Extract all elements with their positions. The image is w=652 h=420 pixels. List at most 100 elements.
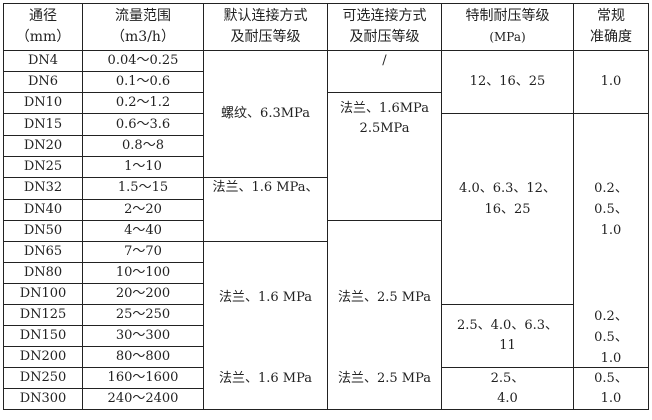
diameter-text: DN250: [19, 370, 67, 386]
table-row: DN10 0.2～1.2 法兰、1.6MPa 2.5MPa: [3, 92, 649, 221]
cell-text: 16、25: [484, 201, 531, 217]
flow-text: 10～100: [115, 264, 171, 280]
cell-text: 法兰、2.5 MPa: [337, 289, 432, 305]
diameter-text: DN125: [19, 306, 67, 322]
diameter-cell: DN32: [3, 176, 83, 200]
diameter-text: DN150: [19, 328, 67, 344]
header-text: 流量范围: [115, 8, 171, 24]
table-row: DN40 2～20: [3, 198, 649, 221]
flow-text: 25～250: [115, 306, 171, 322]
header-text: 及耐压等级: [349, 29, 420, 45]
cell-text: 1.0: [600, 222, 622, 238]
table-row: DN150 30～300: [3, 325, 649, 348]
flow-cell: 7～70: [82, 240, 204, 263]
flow-cell: 2～20: [82, 198, 204, 221]
flow-text: 4～40: [124, 222, 162, 238]
cell-text: 法兰、1.6 MPa: [218, 370, 313, 386]
diameter-cell: DN4: [3, 49, 83, 73]
cell-text: 0.5、: [594, 329, 628, 345]
diameter-cell: DN100: [3, 282, 83, 305]
default-conn-cell: 法兰、1.6 MPa 法兰、1.6 MPa: [203, 240, 328, 411]
header-text: （mm）: [15, 29, 71, 45]
diameter-text: DN20: [23, 137, 63, 153]
header-text: 特制耐压等级: [465, 8, 550, 24]
header-text: 通径: [29, 8, 57, 24]
table-row: DN125 25～250 2.5、4.0、6.3、 11: [3, 303, 649, 369]
diameter-cell: DN20: [3, 134, 83, 157]
cell-text: 1.0: [600, 390, 622, 406]
diameter-cell: DN200: [3, 346, 83, 369]
cell-text: 法兰、1.6MPa: [340, 101, 429, 117]
cell-text: /: [382, 53, 387, 68]
header-optional-conn: 可选连接方式 及耐压等级: [327, 3, 442, 51]
header-text: 及耐压等级: [230, 29, 301, 45]
flow-text: 0.6～3.6: [115, 116, 171, 132]
accuracy-cell: 0.5、 1.0: [573, 367, 649, 411]
cell-text: 2.5MPa: [359, 121, 410, 137]
default-conn-cell: 螺纹、6.3MPa: [203, 50, 328, 178]
diameter-text: DN4: [27, 53, 59, 69]
flow-text: 80～800: [115, 349, 171, 365]
diameter-cell: DN150: [3, 325, 83, 348]
accuracy-cell: 0.2、 0.5、 1.0 0.2、 0.5、 1.0: [573, 113, 649, 369]
cell-text: 0.5、: [594, 370, 628, 386]
table-row: DN4 0.04～0.25 螺纹、6.3MPa / 12、16、25 1.0: [3, 49, 649, 178]
flow-text: 2～20: [124, 201, 162, 217]
flow-text: 240～2400: [107, 391, 179, 407]
header-special-pressure: 特制耐压等级 (MPa): [441, 3, 574, 51]
flow-cell: 0.8～8: [82, 134, 204, 157]
flow-cell: 25～250: [82, 303, 204, 327]
cell-text: 法兰、1.6 MPa: [218, 289, 313, 305]
table-row: DN300 240～2400: [3, 388, 649, 411]
header-flow: 流量范围 （m3/h）: [82, 3, 204, 51]
flow-cell: 0.6～3.6: [82, 113, 204, 136]
diameter-text: DN50: [23, 222, 63, 238]
flow-text: 1～10: [124, 158, 162, 174]
flow-text: 0.2～1.2: [115, 95, 171, 111]
diameter-text: DN15: [23, 116, 63, 132]
flow-text: 7～70: [124, 243, 162, 259]
flow-text: 160～1600: [107, 370, 179, 386]
diameter-text: DN40: [23, 201, 63, 217]
header-accuracy: 常规 准确度: [573, 3, 649, 51]
special-pressure-cell: 4.0、6.3、12、 16、25: [441, 113, 574, 305]
special-pressure-cell: 12、16、25: [441, 49, 574, 115]
optional-conn-cell: 法兰、2.5 MPa 法兰、2.5 MPa: [327, 219, 442, 411]
table-row: DN50 4～40 法兰、2.5 MPa 法兰、2.5 MPa: [3, 219, 649, 411]
cell-text: 1.0: [600, 74, 622, 90]
diameter-text: DN80: [23, 264, 63, 280]
flow-text: 20～200: [115, 285, 171, 301]
table-row: DN100 20～200: [3, 282, 649, 305]
flow-cell: 160～1600: [82, 367, 204, 390]
default-conn-cell: 法兰、1.6 MPa、: [203, 176, 328, 242]
diameter-cell: DN15: [3, 113, 83, 136]
cell-text: 0.2、: [594, 180, 628, 196]
header-text: (MPa): [489, 30, 526, 44]
diameter-text: DN25: [23, 158, 63, 174]
flow-cell: 240～2400: [82, 388, 204, 411]
table-row: DN6 0.1～0.6: [3, 71, 649, 94]
diameter-cell: DN10: [3, 92, 83, 115]
diameter-text: DN100: [19, 285, 67, 301]
diameter-cell: DN125: [3, 303, 83, 327]
cell-text: 4.0: [497, 390, 518, 406]
table-row: DN250 160～1600 2.5、 4.0 0.5、 1.0: [3, 367, 649, 411]
flow-text: 30～300: [115, 328, 171, 344]
table-row: DN20 0.8～8: [3, 134, 649, 157]
diameter-cell: DN40: [3, 198, 83, 221]
accuracy-cell: 1.0: [573, 49, 649, 115]
diameter-cell: DN50: [3, 219, 83, 242]
cell-text: 12、16、25: [469, 74, 546, 90]
flow-text: 1.5～15: [117, 180, 169, 196]
cell-text: 法兰、1.6 MPa、: [212, 180, 319, 196]
diameter-cell: DN25: [3, 155, 83, 178]
flow-cell: 0.2～1.2: [82, 92, 204, 115]
flow-cell: 80～800: [82, 346, 204, 369]
flow-cell: 1～10: [82, 155, 204, 178]
optional-conn-cell: /: [327, 49, 442, 94]
diameter-text: DN6: [27, 74, 59, 90]
flow-text: 0.04～0.25: [107, 53, 179, 69]
diameter-text: DN200: [19, 349, 67, 365]
diameter-cell: DN300: [3, 388, 83, 411]
flow-cell: 30～300: [82, 325, 204, 348]
